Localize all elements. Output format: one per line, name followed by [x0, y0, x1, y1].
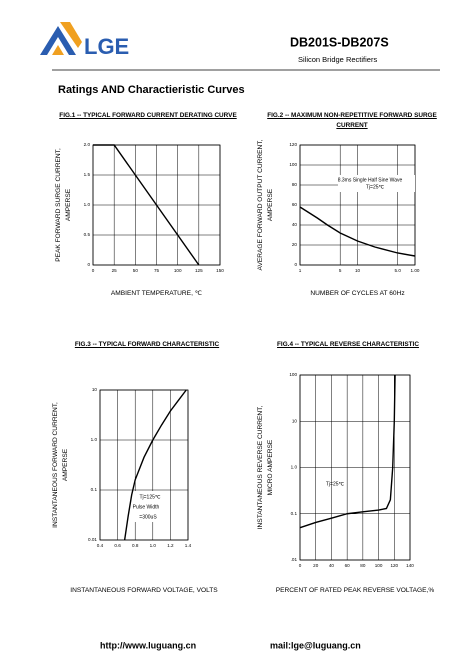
x-tick-label: 50: [133, 268, 139, 273]
y-axis-label: AMPERSE: [65, 188, 72, 221]
y-tick-label: 0.1: [291, 511, 298, 516]
x-tick-label: 120: [390, 563, 398, 568]
x-tick-label: 0.8: [132, 543, 139, 548]
y-axis-label: INSTANTANEOUS REVERSE CURRENT,: [257, 406, 264, 530]
x-tick-label: 1.00: [411, 268, 420, 273]
annotation: 8.3ms Single Half Sine Wave: [338, 177, 403, 183]
x-tick-label: 1.4: [185, 543, 192, 548]
y-tick-label: 0: [294, 262, 297, 267]
y-axis-label: INSTANTANEOUS FORWARD CURRENT,: [52, 402, 59, 528]
x-tick-label: 1.2: [167, 543, 174, 548]
y-tick-label: 40: [292, 222, 298, 227]
logo-text: LGE: [84, 34, 129, 59]
x-tick-label: 0.4: [97, 543, 104, 548]
y-axis-label: AVERAGE FORWARD OUTPUT CURRENT,: [257, 139, 264, 270]
y-tick-label: 1.0: [84, 202, 91, 207]
annotation: Pulse Width: [133, 504, 160, 510]
x-tick-label: 100: [375, 563, 383, 568]
figure-title: FIG.4 -- TYPICAL REVERSE CHARACTERISTIC: [277, 341, 419, 348]
y-tick-label: 0: [87, 262, 90, 267]
section-title: Ratings AND Charactieristic Curves: [58, 84, 245, 96]
part-number: DB201S-DB207S: [290, 35, 389, 49]
curve: [299, 374, 396, 529]
y-tick-label: 80: [292, 182, 298, 187]
x-tick-label: 0: [92, 268, 95, 273]
y-axis-label: PEAK FORWARD SURGE CURRENT,: [55, 148, 62, 262]
footer-url: http://www.luguang.cn: [100, 640, 196, 650]
x-tick-label: 0.6: [114, 543, 121, 548]
y-axis-label: MICRO AMPERSE: [267, 439, 274, 495]
annotation-box: [128, 491, 170, 522]
x-axis-label: INSTANTANEOUS FORWARD VOLTAGE, VOLTS: [70, 587, 218, 594]
y-axis-label: AMPERSE: [62, 448, 69, 481]
x-axis-label: AMBIENT TEMPERATURE, ℃: [111, 290, 203, 297]
x-tick-label: 80: [360, 563, 366, 568]
y-tick-label: 0.01: [88, 537, 97, 542]
x-tick-label: 40: [329, 563, 335, 568]
x-tick-label: 60: [345, 563, 351, 568]
x-axis-label: NUMBER OF CYCLES AT 60Hz: [310, 290, 404, 297]
x-tick-label: 0: [299, 563, 302, 568]
figure-title: FIG.1 -- TYPICAL FORWARD CURRENT DERATIN…: [59, 112, 237, 119]
y-tick-label: 1.5: [84, 172, 91, 177]
y-tick-label: .01: [291, 557, 298, 562]
y-tick-label: 1.0: [291, 465, 298, 470]
x-tick-label: 150: [216, 268, 224, 273]
y-tick-label: 100: [289, 162, 297, 167]
curve: [93, 144, 200, 266]
x-tick-label: 25: [112, 268, 118, 273]
y-tick-label: 0.5: [84, 232, 91, 237]
y-tick-label: 1.0: [91, 437, 98, 442]
curve: [123, 389, 187, 541]
y-tick-label: 20: [292, 242, 298, 247]
x-axis-label: PERCENT OF RATED PEAK REVERSE VOLTAGE,%: [276, 587, 435, 594]
y-tick-label: 0.1: [91, 487, 98, 492]
x-tick-label: 5.0: [394, 268, 401, 273]
x-tick-label: 125: [195, 268, 203, 273]
annotation: =300uS: [139, 514, 157, 520]
x-tick-label: 140: [406, 563, 414, 568]
x-tick-label: 10: [355, 268, 361, 273]
y-axis-label: AMPERSE: [267, 188, 274, 221]
x-tick-label: 20: [313, 563, 319, 568]
y-tick-label: 60: [292, 202, 298, 207]
annotation: Tj=25℃: [366, 184, 385, 190]
x-tick-label: 1.0: [150, 543, 157, 548]
figure-title: FIG.3 -- TYPICAL FORWARD CHARACTERISTIC: [74, 341, 220, 348]
x-tick-label: 5: [339, 268, 342, 273]
figure-title: FIG.2 -- MAXIMUM NON-REPETITIVE FORWARD …: [267, 112, 437, 129]
annotation-box: [338, 175, 415, 192]
curve: [299, 206, 416, 257]
subtitle: Silicon Bridge Rectifiers: [298, 55, 377, 64]
logo-mark: [40, 22, 82, 55]
x-tick-label: 1: [299, 268, 302, 273]
y-tick-label: 100: [289, 372, 297, 377]
annotation: Tj=25℃: [326, 481, 345, 487]
y-tick-label: 2.0: [84, 142, 91, 147]
footer-mail: mail:lge@luguang.cn: [270, 640, 361, 650]
y-tick-label: 10: [92, 387, 98, 392]
x-tick-label: 75: [154, 268, 160, 273]
x-tick-label: 100: [174, 268, 182, 273]
y-tick-label: 120: [289, 142, 297, 147]
annotation: Tj=125℃: [139, 494, 160, 500]
y-tick-label: 10: [292, 418, 298, 423]
